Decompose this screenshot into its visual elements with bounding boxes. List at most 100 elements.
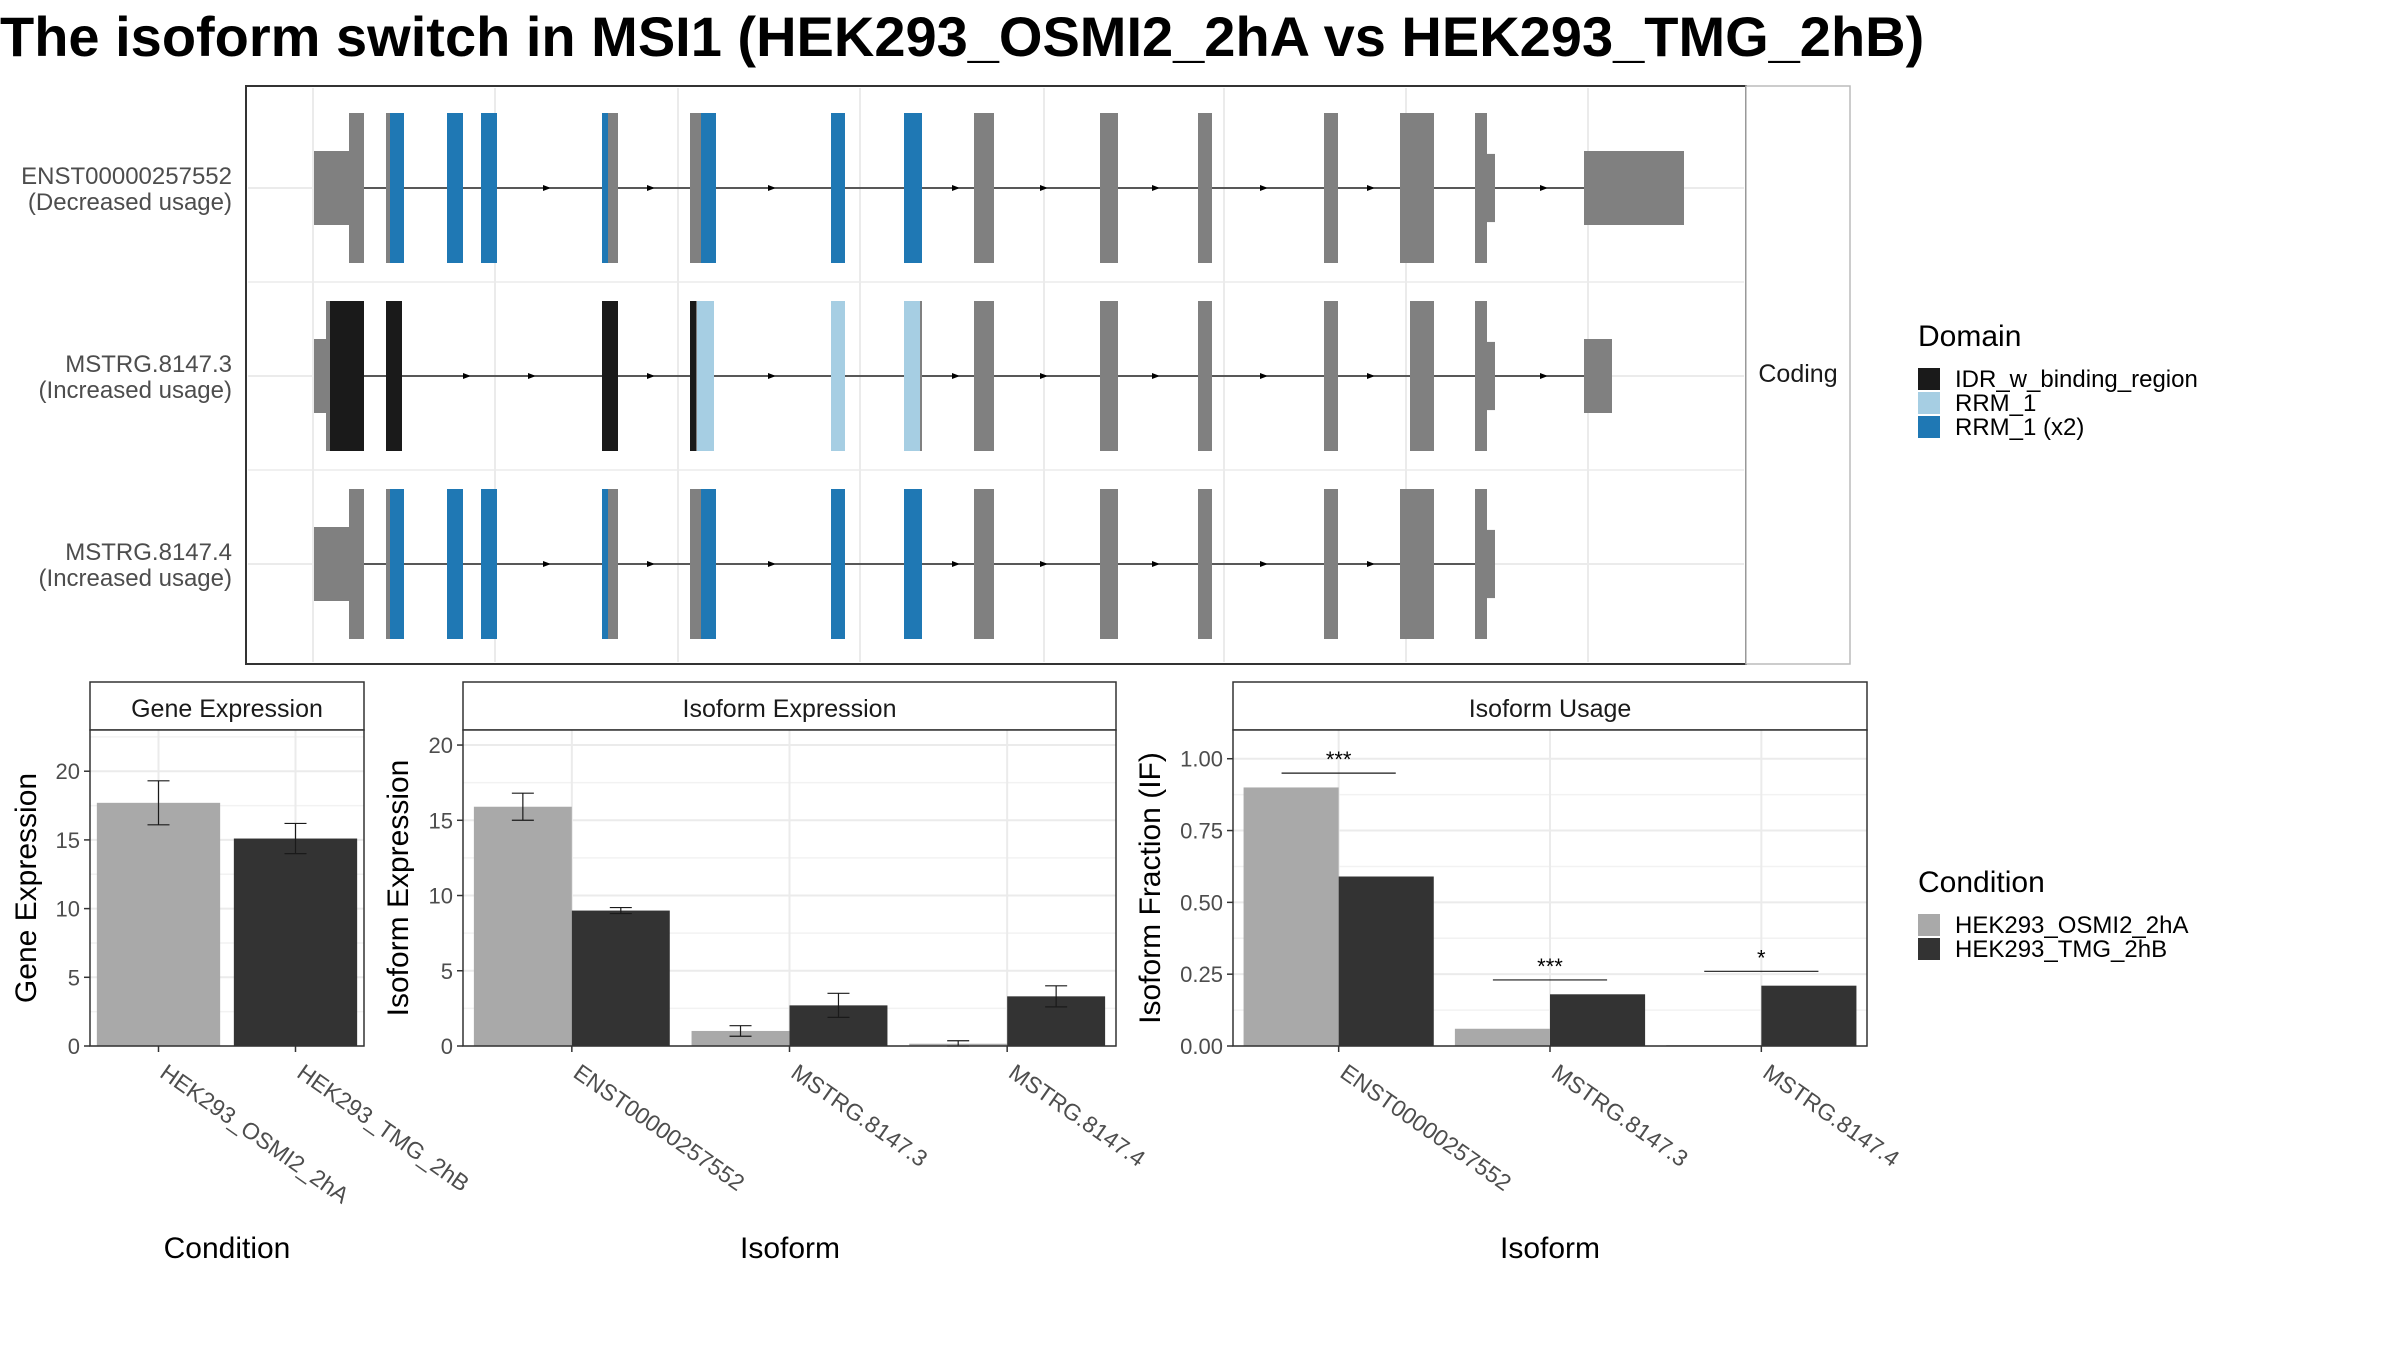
y-tick-label: 10 <box>429 884 453 909</box>
x-tick-label: MSTRG.8147.3 <box>1547 1059 1693 1172</box>
intron-arrow <box>1367 561 1375 567</box>
domain-rrm1 <box>831 301 845 451</box>
domain-rrm1-x2 <box>602 489 608 639</box>
domain-rrm1 <box>697 301 714 451</box>
x-tick-label: MSTRG.8147.4 <box>1758 1059 1904 1172</box>
x-axis-title: Condition <box>164 1232 291 1265</box>
exon-utr <box>314 527 349 601</box>
condition-legend-key <box>1918 938 1940 960</box>
intron-arrow <box>1040 373 1048 379</box>
exon <box>1475 113 1487 263</box>
bar <box>571 910 670 1046</box>
domain-legend-key <box>1918 368 1940 390</box>
transcript-usage-label: (Increased usage) <box>39 565 232 592</box>
condition-legend-title: Condition <box>1918 866 2045 899</box>
intron-arrow <box>1152 373 1160 379</box>
intron-arrow <box>647 561 655 567</box>
exon <box>1487 153 1495 223</box>
intron-arrow <box>1367 185 1375 191</box>
y-tick-label: 15 <box>56 828 80 853</box>
exon <box>1198 489 1212 639</box>
exon <box>1100 301 1118 451</box>
exon <box>1487 341 1495 411</box>
intron-arrow <box>768 185 776 191</box>
exon <box>974 301 994 451</box>
domain-legend-title: Domain <box>1918 320 2021 353</box>
domain-rrm1-x2 <box>831 113 845 263</box>
y-tick-label: 0 <box>441 1034 453 1059</box>
intron-arrow <box>1152 561 1160 567</box>
condition-legend-label: HEK293_TMG_2hB <box>1955 936 2167 963</box>
exon <box>974 113 994 263</box>
intron-arrow <box>543 561 551 567</box>
exon <box>1400 113 1434 263</box>
x-tick-label: ENST00000257552 <box>1336 1059 1516 1196</box>
intron-arrow <box>1367 373 1375 379</box>
exon-utr <box>314 339 326 413</box>
bar <box>1454 1028 1550 1046</box>
y-tick-label: 0.00 <box>1180 1034 1223 1059</box>
condition-legend-key <box>1918 914 1940 936</box>
transcript-label: MSTRG.8147.4 <box>65 539 232 566</box>
y-tick-label: 1.00 <box>1180 747 1223 772</box>
bar <box>96 802 221 1046</box>
exon <box>1100 489 1118 639</box>
exon <box>1100 113 1118 263</box>
domain-idr <box>690 301 696 451</box>
x-tick-label: MSTRG.8147.3 <box>787 1059 933 1172</box>
bar <box>1550 994 1646 1046</box>
domain-legend-label: RRM_1 <box>1955 390 2036 417</box>
domain-rrm1-x2 <box>447 489 463 639</box>
y-tick-label: 0 <box>68 1034 80 1059</box>
intron-arrow <box>1040 185 1048 191</box>
y-tick-label: 20 <box>429 733 453 758</box>
domain-rrm1-x2 <box>904 113 922 263</box>
exon-utr <box>1584 151 1684 225</box>
x-axis-title: Isoform <box>740 1232 840 1265</box>
exon <box>1475 301 1487 451</box>
panel-title: Gene Expression <box>131 695 323 723</box>
domain-idr <box>602 301 618 451</box>
plot-border <box>89 729 365 1047</box>
domain-rrm1-x2 <box>701 489 716 639</box>
bar <box>691 1030 790 1046</box>
intron-arrow <box>1260 373 1268 379</box>
domain-idr <box>330 301 364 451</box>
intron-arrow <box>543 185 551 191</box>
exon <box>1198 113 1212 263</box>
intron-arrow <box>1540 185 1548 191</box>
domain-rrm1-x2 <box>447 113 463 263</box>
transcript-label: ENST00000257552 <box>21 163 232 190</box>
exon-utr <box>314 151 349 225</box>
intron-arrow <box>1260 561 1268 567</box>
domain-rrm1-x2 <box>602 113 608 263</box>
page-title: The isoform switch in MSI1 (HEK293_OSMI2… <box>0 5 1924 68</box>
domain-idr <box>386 301 402 451</box>
domain-rrm1-x2 <box>481 113 497 263</box>
domain-legend-key <box>1918 416 1940 438</box>
y-tick-label: 5 <box>68 965 80 990</box>
domain-rrm1-x2 <box>390 113 404 263</box>
chart-panel-1: Isoform Expression 0 5 10 15 20 ENST0000025755… <box>382 681 1150 1265</box>
y-axis-title: Gene Expression <box>10 773 43 1003</box>
bar <box>1338 876 1434 1046</box>
exon <box>1475 489 1487 639</box>
domain-rrm1-x2 <box>701 113 716 263</box>
y-tick-label: 10 <box>56 897 80 922</box>
intron-arrow <box>647 373 655 379</box>
y-tick-label: 15 <box>429 808 453 833</box>
y-tick-label: 0.25 <box>1180 962 1223 987</box>
intron-arrow <box>1152 185 1160 191</box>
panel-title: Isoform Expression <box>683 695 897 723</box>
bar <box>1761 985 1857 1046</box>
intron-arrow <box>528 373 536 379</box>
intron-arrow <box>647 185 655 191</box>
exon <box>1410 301 1434 451</box>
y-tick-label: 20 <box>56 759 80 784</box>
domain-legend-label: IDR_w_binding_region <box>1955 366 2198 393</box>
exon <box>1400 489 1434 639</box>
x-axis-title: Isoform <box>1500 1232 1600 1265</box>
facet-label: Coding <box>1758 360 1837 388</box>
